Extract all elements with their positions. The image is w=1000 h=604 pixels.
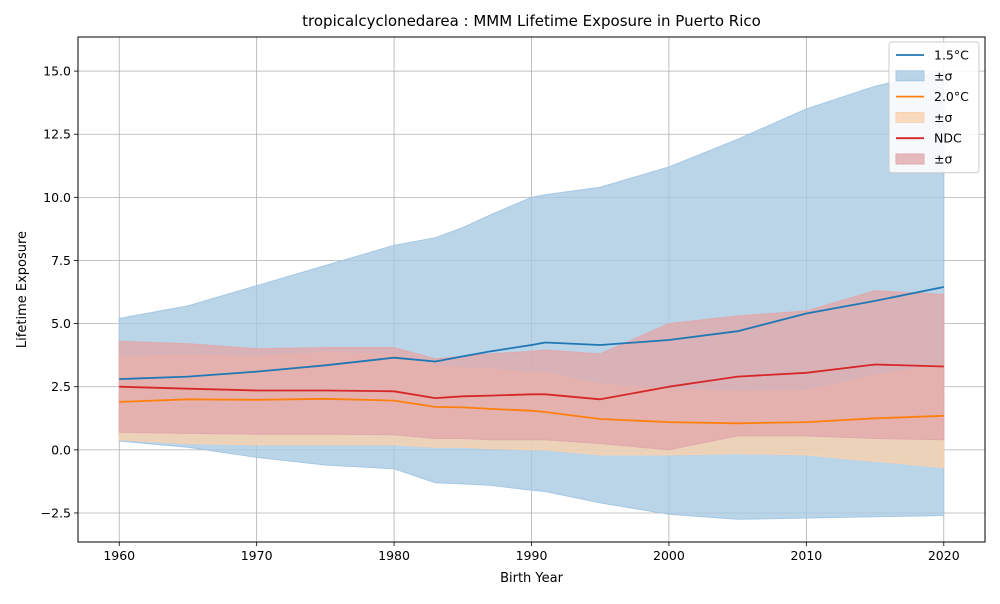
y-tick-label: 15.0 [43, 64, 71, 79]
series-line-1.5°C [119, 286, 944, 380]
x-tick-label: 2010 [790, 548, 822, 563]
legend-label-2.0°C: 2.0°C [934, 89, 969, 104]
x-tick-label: 1980 [378, 548, 410, 563]
legend-band-label-NDC: ±σ [934, 152, 952, 167]
y-tick-label: 0.0 [51, 442, 71, 457]
legend-label-1.5°C: 1.5°C [934, 48, 969, 63]
legend-label-NDC: NDC [934, 131, 962, 146]
legend-band-label-1.5°C: ±σ [934, 68, 952, 83]
y-tick-label: −2.5 [41, 505, 71, 520]
y-tick-label: 7.5 [51, 253, 71, 268]
x-tick-label: 2000 [653, 548, 685, 563]
y-tick-label: 5.0 [51, 316, 71, 331]
legend-band-label-2.0°C: ±σ [934, 110, 952, 125]
y-tick-label: 10.0 [43, 190, 71, 205]
x-tick-label: 1990 [516, 548, 548, 563]
y-axis-label: Lifetime Exposure [15, 231, 30, 348]
series-line-2.0°C [119, 397, 944, 425]
series-line-NDC [119, 363, 944, 401]
chart-title: tropicalcyclonedarea : MMM Lifetime Expo… [302, 12, 761, 30]
legend: 1.5°C ±σ 2.0°C ±σ NDC ±σ [888, 41, 980, 174]
x-axis-label: Birth Year [500, 571, 564, 586]
y-tick-label: 12.5 [43, 127, 71, 142]
legend-band-2.0°C [895, 111, 925, 123]
legend-band-1.5°C [895, 70, 925, 82]
x-tick-label: 2020 [928, 548, 960, 563]
y-tick-label: 2.5 [51, 379, 71, 394]
x-tick-label: 1960 [103, 548, 135, 563]
legend-band-NDC [895, 153, 925, 165]
x-tick-label: 1970 [241, 548, 273, 563]
